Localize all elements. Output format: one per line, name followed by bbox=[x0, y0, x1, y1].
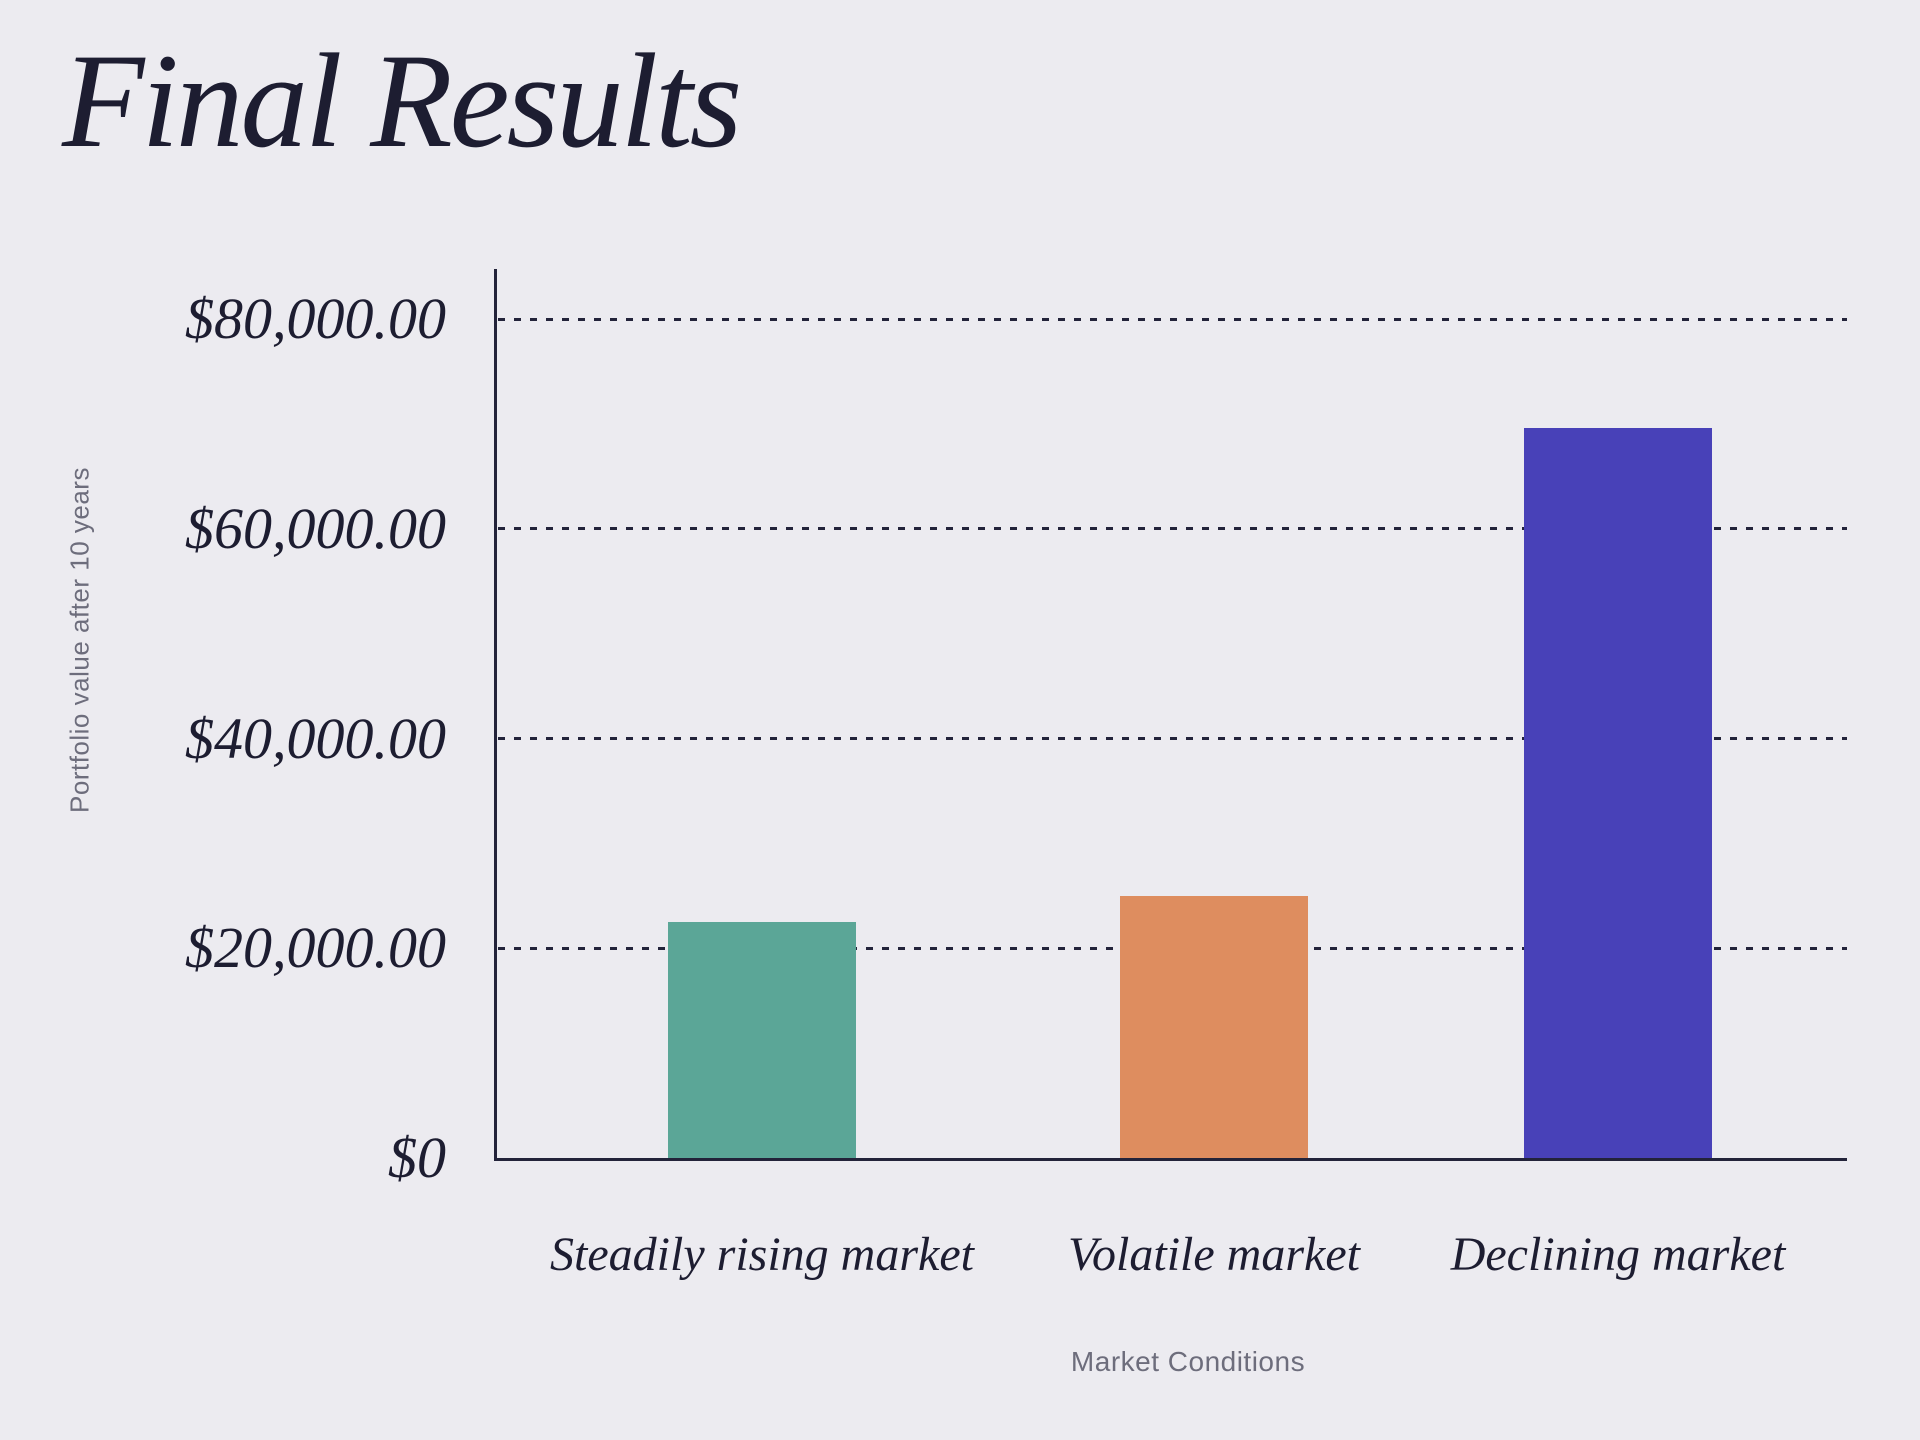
chart-title: Final Results bbox=[62, 27, 742, 176]
y-tick-label: $20,000.00 bbox=[185, 915, 446, 981]
x-category-label: Declining market bbox=[1450, 1228, 1786, 1281]
bar bbox=[668, 922, 856, 1158]
y-axis-line bbox=[494, 269, 497, 1161]
bar bbox=[1524, 428, 1712, 1158]
x-category-label: Steadily rising market bbox=[550, 1228, 974, 1281]
x-axis-title: Market Conditions bbox=[1070, 1346, 1306, 1377]
y-tick-label: $80,000.00 bbox=[185, 286, 446, 351]
y-tick-label: $40,000.00 bbox=[185, 705, 446, 771]
y-gridline bbox=[498, 317, 1847, 321]
x-category-label: Volatile market bbox=[1068, 1228, 1360, 1281]
x-axis-line bbox=[494, 1158, 1847, 1161]
y-gridline bbox=[498, 527, 1847, 531]
bar bbox=[1120, 895, 1308, 1158]
y-gridline bbox=[498, 737, 1847, 740]
y-tick-label: $60,000.00 bbox=[185, 495, 446, 561]
y-tick-label: $0 bbox=[388, 1125, 446, 1190]
